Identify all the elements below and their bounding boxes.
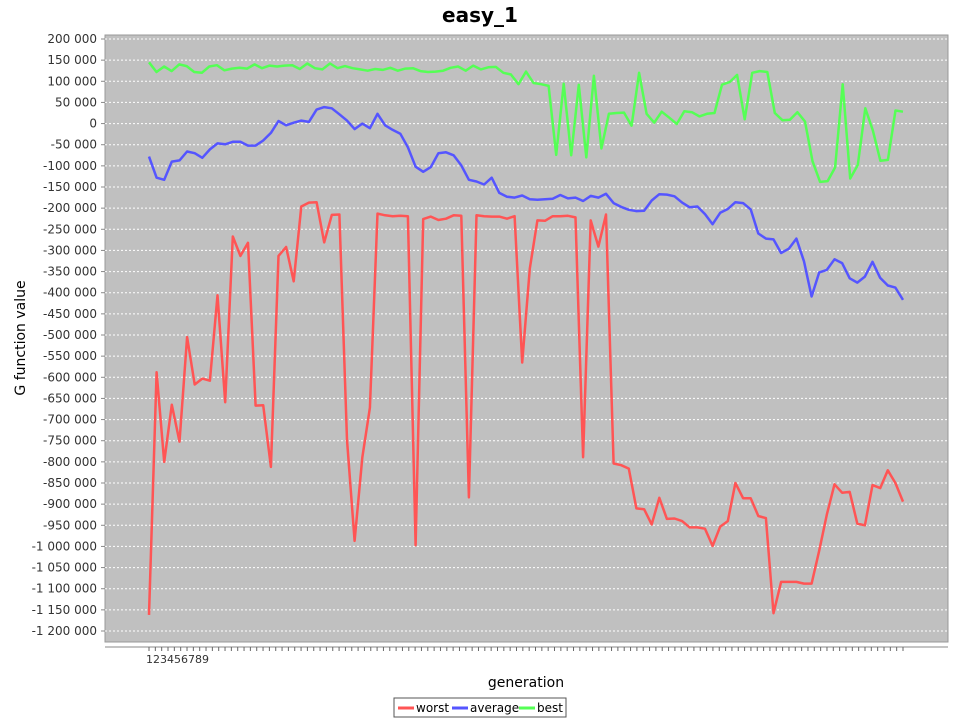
y-tick-label: -1 150 000	[32, 603, 97, 617]
y-tick-label: 150 000	[47, 53, 97, 67]
y-tick-label: -150 000	[43, 180, 97, 194]
x-axis-label: generation	[488, 675, 564, 691]
y-tick-label: -250 000	[43, 222, 97, 236]
legend-label-best: best	[537, 701, 563, 715]
plot-area	[104, 34, 949, 643]
y-tick-label: -300 000	[43, 243, 97, 257]
gridlines	[105, 38, 948, 632]
y-tick-label: -1 050 000	[32, 561, 97, 575]
series-line-average	[147, 105, 905, 301]
y-tick-label: -1 000 000	[32, 539, 97, 553]
y-tick-label: -200 000	[43, 201, 97, 215]
x-minor-ticks	[148, 647, 904, 651]
y-tick-label: -700 000	[43, 413, 97, 427]
series-lines	[147, 61, 905, 615]
y-tick-label: -50 000	[51, 138, 97, 152]
y-tick-label: 200 000	[47, 32, 97, 46]
x-axis: 123456789	[105, 646, 948, 666]
y-tick-label: -450 000	[43, 307, 97, 321]
x-tick-labels: 123456789	[146, 653, 209, 666]
y-axis: 200 000 150 000 100 000 50 000 0 -50 000 -100 …	[32, 32, 105, 638]
y-tick-label: -850 000	[43, 476, 97, 490]
y-tick-label: -500 000	[43, 328, 97, 342]
legend: worst average best	[393, 697, 567, 718]
legend-label-worst: worst	[416, 701, 449, 715]
legend-box	[393, 697, 567, 718]
y-tick-label: -1 200 000	[32, 624, 97, 638]
legend-label-average: average	[470, 701, 519, 715]
y-tick-label: -350 000	[43, 265, 97, 279]
y-tick-label: -600 000	[43, 370, 97, 384]
y-tick-label: -750 000	[43, 434, 97, 448]
y-tick-label: 50 000	[55, 95, 97, 109]
y-tick-label: -100 000	[43, 159, 97, 173]
y-tick-label: -400 000	[43, 286, 97, 300]
y-axis-label: G function value	[13, 280, 29, 395]
y-tick-label: -900 000	[43, 497, 97, 511]
series-line-best	[148, 61, 904, 184]
y-tick-label: -800 000	[43, 455, 97, 469]
chart-title: easy_1	[442, 3, 518, 27]
y-tick-label: -550 000	[43, 349, 97, 363]
y-tick-label: -650 000	[43, 391, 97, 405]
y-tick-label: -1 100 000	[32, 582, 97, 596]
y-tick-label: 0	[89, 117, 97, 131]
series-line-worst	[147, 200, 905, 615]
y-tick-label: 100 000	[47, 74, 97, 88]
y-tick-label: -950 000	[43, 518, 97, 532]
